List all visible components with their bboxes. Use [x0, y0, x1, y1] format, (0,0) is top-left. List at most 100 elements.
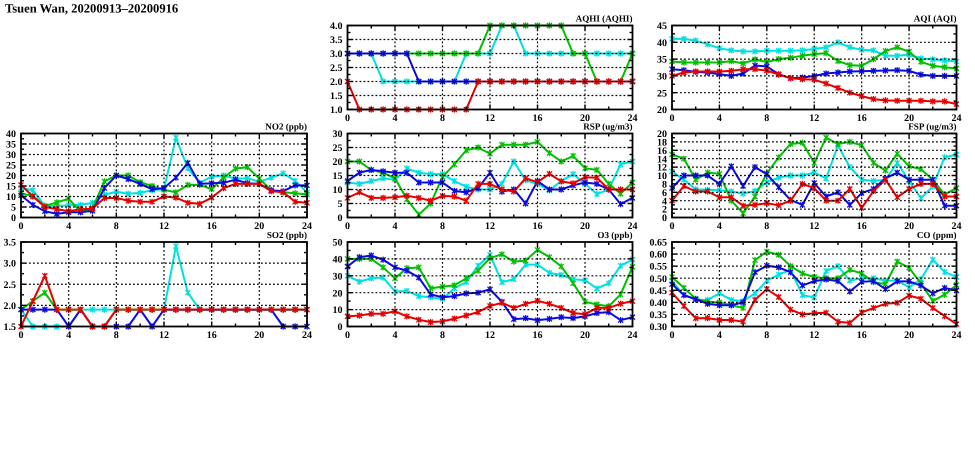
svg-text:0.30: 0.30: [650, 322, 668, 333]
svg-text:35: 35: [6, 140, 16, 151]
svg-text:24: 24: [952, 221, 962, 232]
svg-text:0: 0: [345, 330, 350, 341]
svg-text:8: 8: [440, 221, 445, 232]
svg-text:10: 10: [333, 185, 343, 196]
svg-text:2: 2: [662, 205, 667, 216]
svg-text:30: 30: [333, 129, 343, 140]
svg-text:20: 20: [580, 221, 590, 232]
svg-text:16: 16: [533, 330, 543, 341]
svg-text:4: 4: [662, 196, 667, 207]
svg-text:AQHI (AQHI): AQHI (AQHI): [576, 14, 633, 24]
svg-text:2.0: 2.0: [330, 77, 343, 88]
svg-text:24: 24: [952, 330, 962, 341]
svg-text:20: 20: [254, 330, 264, 341]
svg-text:20: 20: [333, 157, 343, 168]
svg-text:14: 14: [657, 154, 667, 165]
svg-text:25: 25: [333, 143, 343, 154]
svg-text:20: 20: [904, 330, 914, 341]
svg-text:5: 5: [11, 203, 16, 214]
svg-text:20: 20: [333, 288, 343, 299]
svg-text:NO2 (ppb): NO2 (ppb): [265, 122, 307, 132]
svg-text:8: 8: [764, 113, 769, 124]
svg-text:4: 4: [66, 330, 71, 341]
svg-text:24: 24: [302, 221, 312, 232]
svg-text:3.0: 3.0: [4, 259, 17, 270]
svg-text:4: 4: [717, 330, 722, 341]
svg-text:16: 16: [857, 330, 867, 341]
svg-text:0.60: 0.60: [650, 250, 668, 261]
svg-text:0: 0: [11, 213, 16, 224]
svg-text:20: 20: [6, 171, 16, 182]
svg-text:4: 4: [393, 113, 398, 124]
svg-text:12: 12: [809, 221, 819, 232]
svg-text:24: 24: [952, 113, 962, 124]
svg-text:4: 4: [66, 221, 71, 232]
svg-text:2.5: 2.5: [330, 63, 343, 74]
svg-text:16: 16: [657, 146, 667, 157]
svg-text:6: 6: [662, 188, 667, 199]
svg-text:12: 12: [159, 221, 169, 232]
svg-text:0: 0: [670, 113, 675, 124]
svg-text:AQI (AQI): AQI (AQI): [914, 14, 957, 24]
svg-text:0: 0: [670, 221, 675, 232]
svg-text:10: 10: [6, 192, 16, 203]
svg-text:40: 40: [333, 255, 343, 266]
svg-text:0: 0: [19, 330, 24, 341]
svg-text:12: 12: [809, 113, 819, 124]
svg-text:4: 4: [393, 221, 398, 232]
svg-text:8: 8: [114, 221, 119, 232]
svg-text:20: 20: [580, 113, 590, 124]
svg-text:4: 4: [393, 330, 398, 341]
svg-text:20: 20: [904, 113, 914, 124]
svg-text:8: 8: [764, 221, 769, 232]
svg-text:12: 12: [485, 113, 495, 124]
svg-text:0.45: 0.45: [650, 286, 668, 297]
svg-text:3.0: 3.0: [330, 49, 343, 60]
svg-text:12: 12: [485, 221, 495, 232]
svg-text:16: 16: [207, 330, 217, 341]
svg-text:30: 30: [657, 72, 667, 83]
svg-text:1.0: 1.0: [330, 105, 343, 116]
svg-text:45: 45: [657, 21, 667, 32]
svg-text:0.55: 0.55: [650, 262, 668, 273]
svg-text:0: 0: [662, 213, 667, 224]
svg-text:3.5: 3.5: [330, 35, 343, 46]
svg-text:0.40: 0.40: [650, 298, 668, 309]
svg-text:12: 12: [657, 163, 667, 174]
svg-text:30: 30: [333, 271, 343, 282]
svg-text:O3 (ppb): O3 (ppb): [597, 230, 632, 240]
svg-text:24: 24: [302, 330, 312, 341]
svg-text:8: 8: [114, 330, 119, 341]
svg-text:4: 4: [717, 113, 722, 124]
svg-text:16: 16: [533, 113, 543, 124]
svg-text:1.5: 1.5: [4, 322, 17, 333]
svg-text:30: 30: [6, 150, 16, 161]
svg-text:8: 8: [764, 330, 769, 341]
svg-text:8: 8: [662, 180, 667, 191]
svg-text:12: 12: [485, 330, 495, 341]
svg-text:4: 4: [717, 221, 722, 232]
svg-text:16: 16: [857, 221, 867, 232]
svg-text:24: 24: [628, 221, 638, 232]
svg-text:25: 25: [6, 161, 16, 172]
svg-text:8: 8: [440, 330, 445, 341]
svg-text:18: 18: [657, 138, 667, 149]
svg-text:50: 50: [333, 238, 343, 249]
svg-text:24: 24: [628, 113, 638, 124]
svg-text:15: 15: [333, 171, 343, 182]
svg-text:20: 20: [904, 221, 914, 232]
svg-text:0: 0: [345, 113, 350, 124]
svg-text:0: 0: [338, 322, 343, 333]
svg-text:40: 40: [657, 38, 667, 49]
svg-text:16: 16: [533, 221, 543, 232]
svg-text:20: 20: [657, 105, 667, 116]
svg-text:SO2 (ppb): SO2 (ppb): [267, 230, 307, 240]
svg-text:8: 8: [440, 113, 445, 124]
svg-text:24: 24: [628, 330, 638, 341]
svg-text:12: 12: [159, 330, 169, 341]
svg-text:0: 0: [19, 221, 24, 232]
svg-text:20: 20: [254, 221, 264, 232]
svg-text:16: 16: [857, 113, 867, 124]
svg-text:20: 20: [580, 330, 590, 341]
svg-text:10: 10: [333, 305, 343, 316]
